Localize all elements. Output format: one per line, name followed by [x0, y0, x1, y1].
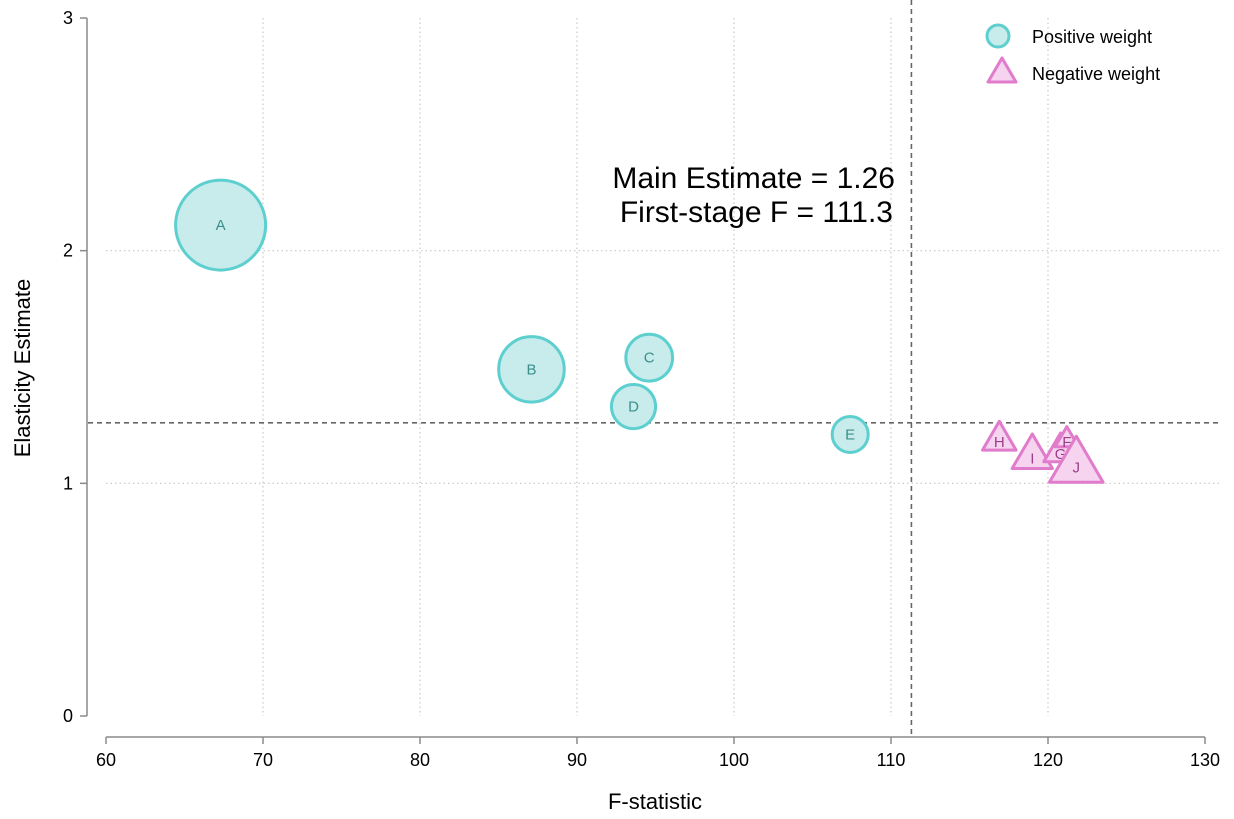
point-c-circle: [624, 332, 675, 383]
x-tick-label: 70: [253, 750, 273, 770]
legend-item-positive: Positive weight: [985, 23, 1152, 49]
legend-circle-icon: [985, 23, 1011, 49]
y-axis-title: Elasticity Estimate: [10, 279, 35, 458]
point-label-i: I: [1030, 450, 1034, 467]
point-label-h: H: [994, 434, 1005, 451]
point-h-triangle: [981, 419, 1018, 452]
y-tick-label: 1: [63, 473, 73, 493]
legend-label-negative: Negative weight: [1032, 64, 1160, 84]
point-label-d: D: [628, 399, 639, 416]
point-i-triangle: [1010, 432, 1054, 470]
x-tick-label: 120: [1033, 750, 1063, 770]
point-a-circle: [174, 178, 268, 272]
x-tick-label: 60: [96, 750, 116, 770]
reference-lines: [88, 0, 1222, 736]
point-label-e: E: [845, 426, 855, 443]
x-tick-label: 110: [877, 750, 906, 770]
point-j-triangle: [1047, 434, 1105, 484]
point-label-c: C: [644, 350, 655, 367]
axes: 60 70 80 90 100 110 120 130 0 1 2 3: [63, 8, 1220, 770]
legend: Positive weight Negative weight: [985, 23, 1160, 84]
x-axis-title: F-statistic: [608, 789, 702, 814]
x-tick-label: 80: [410, 750, 430, 770]
point-label-g: G: [1055, 446, 1067, 463]
x-tick-label: 100: [719, 750, 749, 770]
main-estimate-annotation: Main Estimate = 1.26: [612, 162, 895, 195]
data-points: A B C D E H I GFJ: [174, 178, 1105, 484]
point-label-a: A: [216, 217, 226, 234]
point-d-circle: [609, 383, 658, 431]
first-stage-f-annotation: First-stage F = 111.3: [620, 196, 893, 229]
y-tick-label: 2: [63, 241, 73, 261]
y-tick-label: 3: [63, 8, 73, 28]
legend-label-positive: Positive weight: [1032, 27, 1152, 47]
x-tick-label: 130: [1190, 750, 1220, 770]
grid-lines: [106, 18, 1220, 716]
point-label-f: F: [1062, 434, 1071, 451]
point-label-j: J: [1073, 460, 1081, 477]
point-b-circle: [497, 335, 566, 404]
legend-item-negative: Negative weight: [986, 56, 1160, 84]
y-tick-label: 0: [63, 706, 73, 726]
point-e-circle: [830, 414, 870, 454]
point-label-b: B: [526, 361, 536, 378]
x-tick-label: 90: [567, 750, 587, 770]
legend-triangle-icon: [986, 56, 1018, 84]
